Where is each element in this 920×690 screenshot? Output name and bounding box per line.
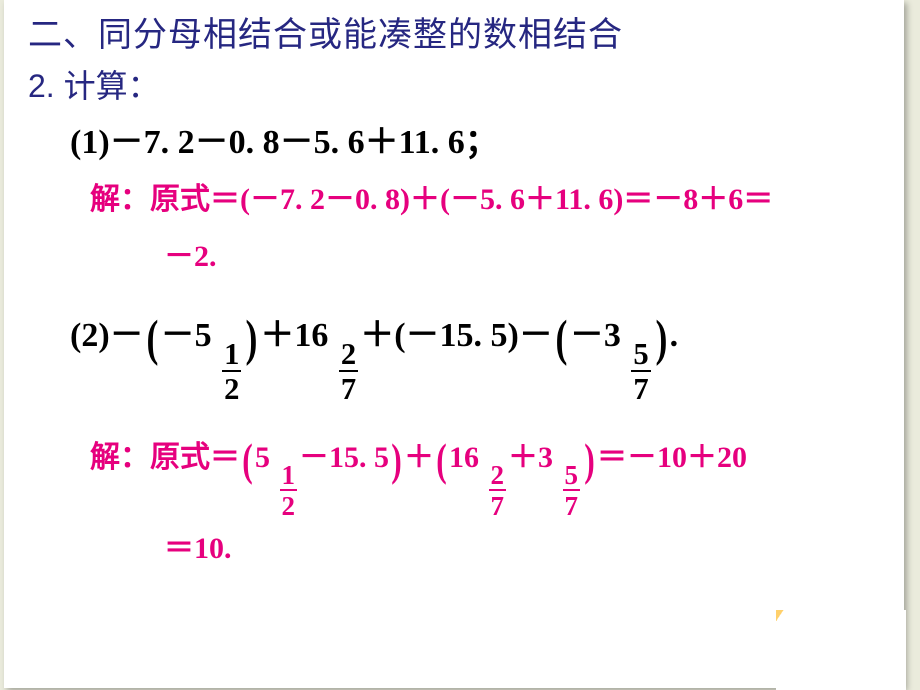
s-term-2-int: 16: [449, 441, 479, 474]
term-3-int: －3: [570, 316, 621, 353]
solution-2-line-2: ＝10.: [28, 520, 884, 577]
mid-part: ＋(－15. 5)－: [360, 316, 553, 353]
s-fraction-2-den: 7: [489, 491, 507, 520]
fraction-1-num: 1: [222, 339, 241, 372]
s-tail1: ＝－10＋20: [597, 441, 747, 474]
prompt-label: 2. 计算：: [28, 61, 884, 112]
fraction-3-den: 7: [631, 372, 650, 405]
problem-2: (2)－(－5 1 2 )＋16 2 7 ＋(－15. 5)－(－3 5 7 )…: [28, 299, 884, 405]
decorative-corner: [776, 610, 906, 690]
minus-sign: －: [110, 316, 144, 353]
solution-1-expr: (－7. 2－0. 8)＋(－5. 6＋11. 6)＝－8＋6＝: [240, 183, 773, 216]
solution-prefix: 解：原式＝: [90, 441, 240, 474]
problem-1-label: (1): [70, 124, 110, 161]
s-fraction-3-num: 5: [563, 462, 581, 491]
s-mid2: ＋3: [508, 441, 553, 474]
s-term-1-int: 5: [255, 441, 270, 474]
term-1-int: －5: [161, 316, 212, 353]
left-paren-icon: (: [146, 299, 158, 381]
s-fraction-2: 2 7: [489, 462, 507, 520]
solution-prefix: 解：原式＝: [90, 183, 240, 216]
solution-2-line-1: 解：原式＝(5 1 2 －15. 5)＋(16 2 7 ＋3 5 7 )＝－10…: [28, 418, 884, 519]
problem-2-label: (2): [70, 316, 110, 353]
s-fraction-1: 1 2: [280, 462, 298, 520]
s-mid1: －15. 5: [299, 441, 389, 474]
right-paren-icon: ): [391, 418, 402, 504]
right-paren-icon: ): [246, 299, 258, 381]
fraction-2-num: 2: [339, 339, 358, 372]
solution-1-line-2: －2.: [28, 228, 884, 285]
section-heading: 二、同分母相结合或能凑整的数相结合: [28, 10, 884, 61]
s-fraction-1-den: 2: [280, 491, 298, 520]
left-paren-icon: (: [436, 418, 447, 504]
right-paren-icon: ): [655, 299, 667, 381]
fraction-1-den: 2: [222, 372, 241, 405]
fraction-3-num: 5: [631, 339, 650, 372]
s-fraction-1-num: 1: [280, 462, 298, 491]
fraction-3: 5 7: [631, 339, 650, 404]
s-fraction-3: 5 7: [563, 462, 581, 520]
left-paren-icon: (: [555, 299, 567, 381]
problem-1-expr: －7. 2－0. 8－5. 6＋11. 6；: [110, 124, 499, 161]
content-card: 二、同分母相结合或能凑整的数相结合 2. 计算： (1)－7. 2－0. 8－5…: [4, 0, 904, 688]
corner-arc-outer: [776, 610, 906, 690]
s-fraction-3-den: 7: [563, 491, 581, 520]
left-paren-icon: (: [242, 418, 253, 504]
plus-part: ＋16: [260, 316, 328, 353]
s-fraction-2-num: 2: [489, 462, 507, 491]
fraction-2: 2 7: [339, 339, 358, 404]
s-plus: ＋: [404, 441, 434, 474]
corner-arc-inner: [776, 610, 906, 690]
fraction-2-den: 7: [339, 372, 358, 405]
fraction-1: 1 2: [222, 339, 241, 404]
right-paren-icon: ): [584, 418, 595, 504]
solution-1-line-1: 解：原式＝(－7. 2－0. 8)＋(－5. 6＋11. 6)＝－8＋6＝: [28, 171, 884, 228]
tail-period: .: [670, 316, 679, 353]
problem-1: (1)－7. 2－0. 8－5. 6＋11. 6；: [28, 116, 884, 170]
